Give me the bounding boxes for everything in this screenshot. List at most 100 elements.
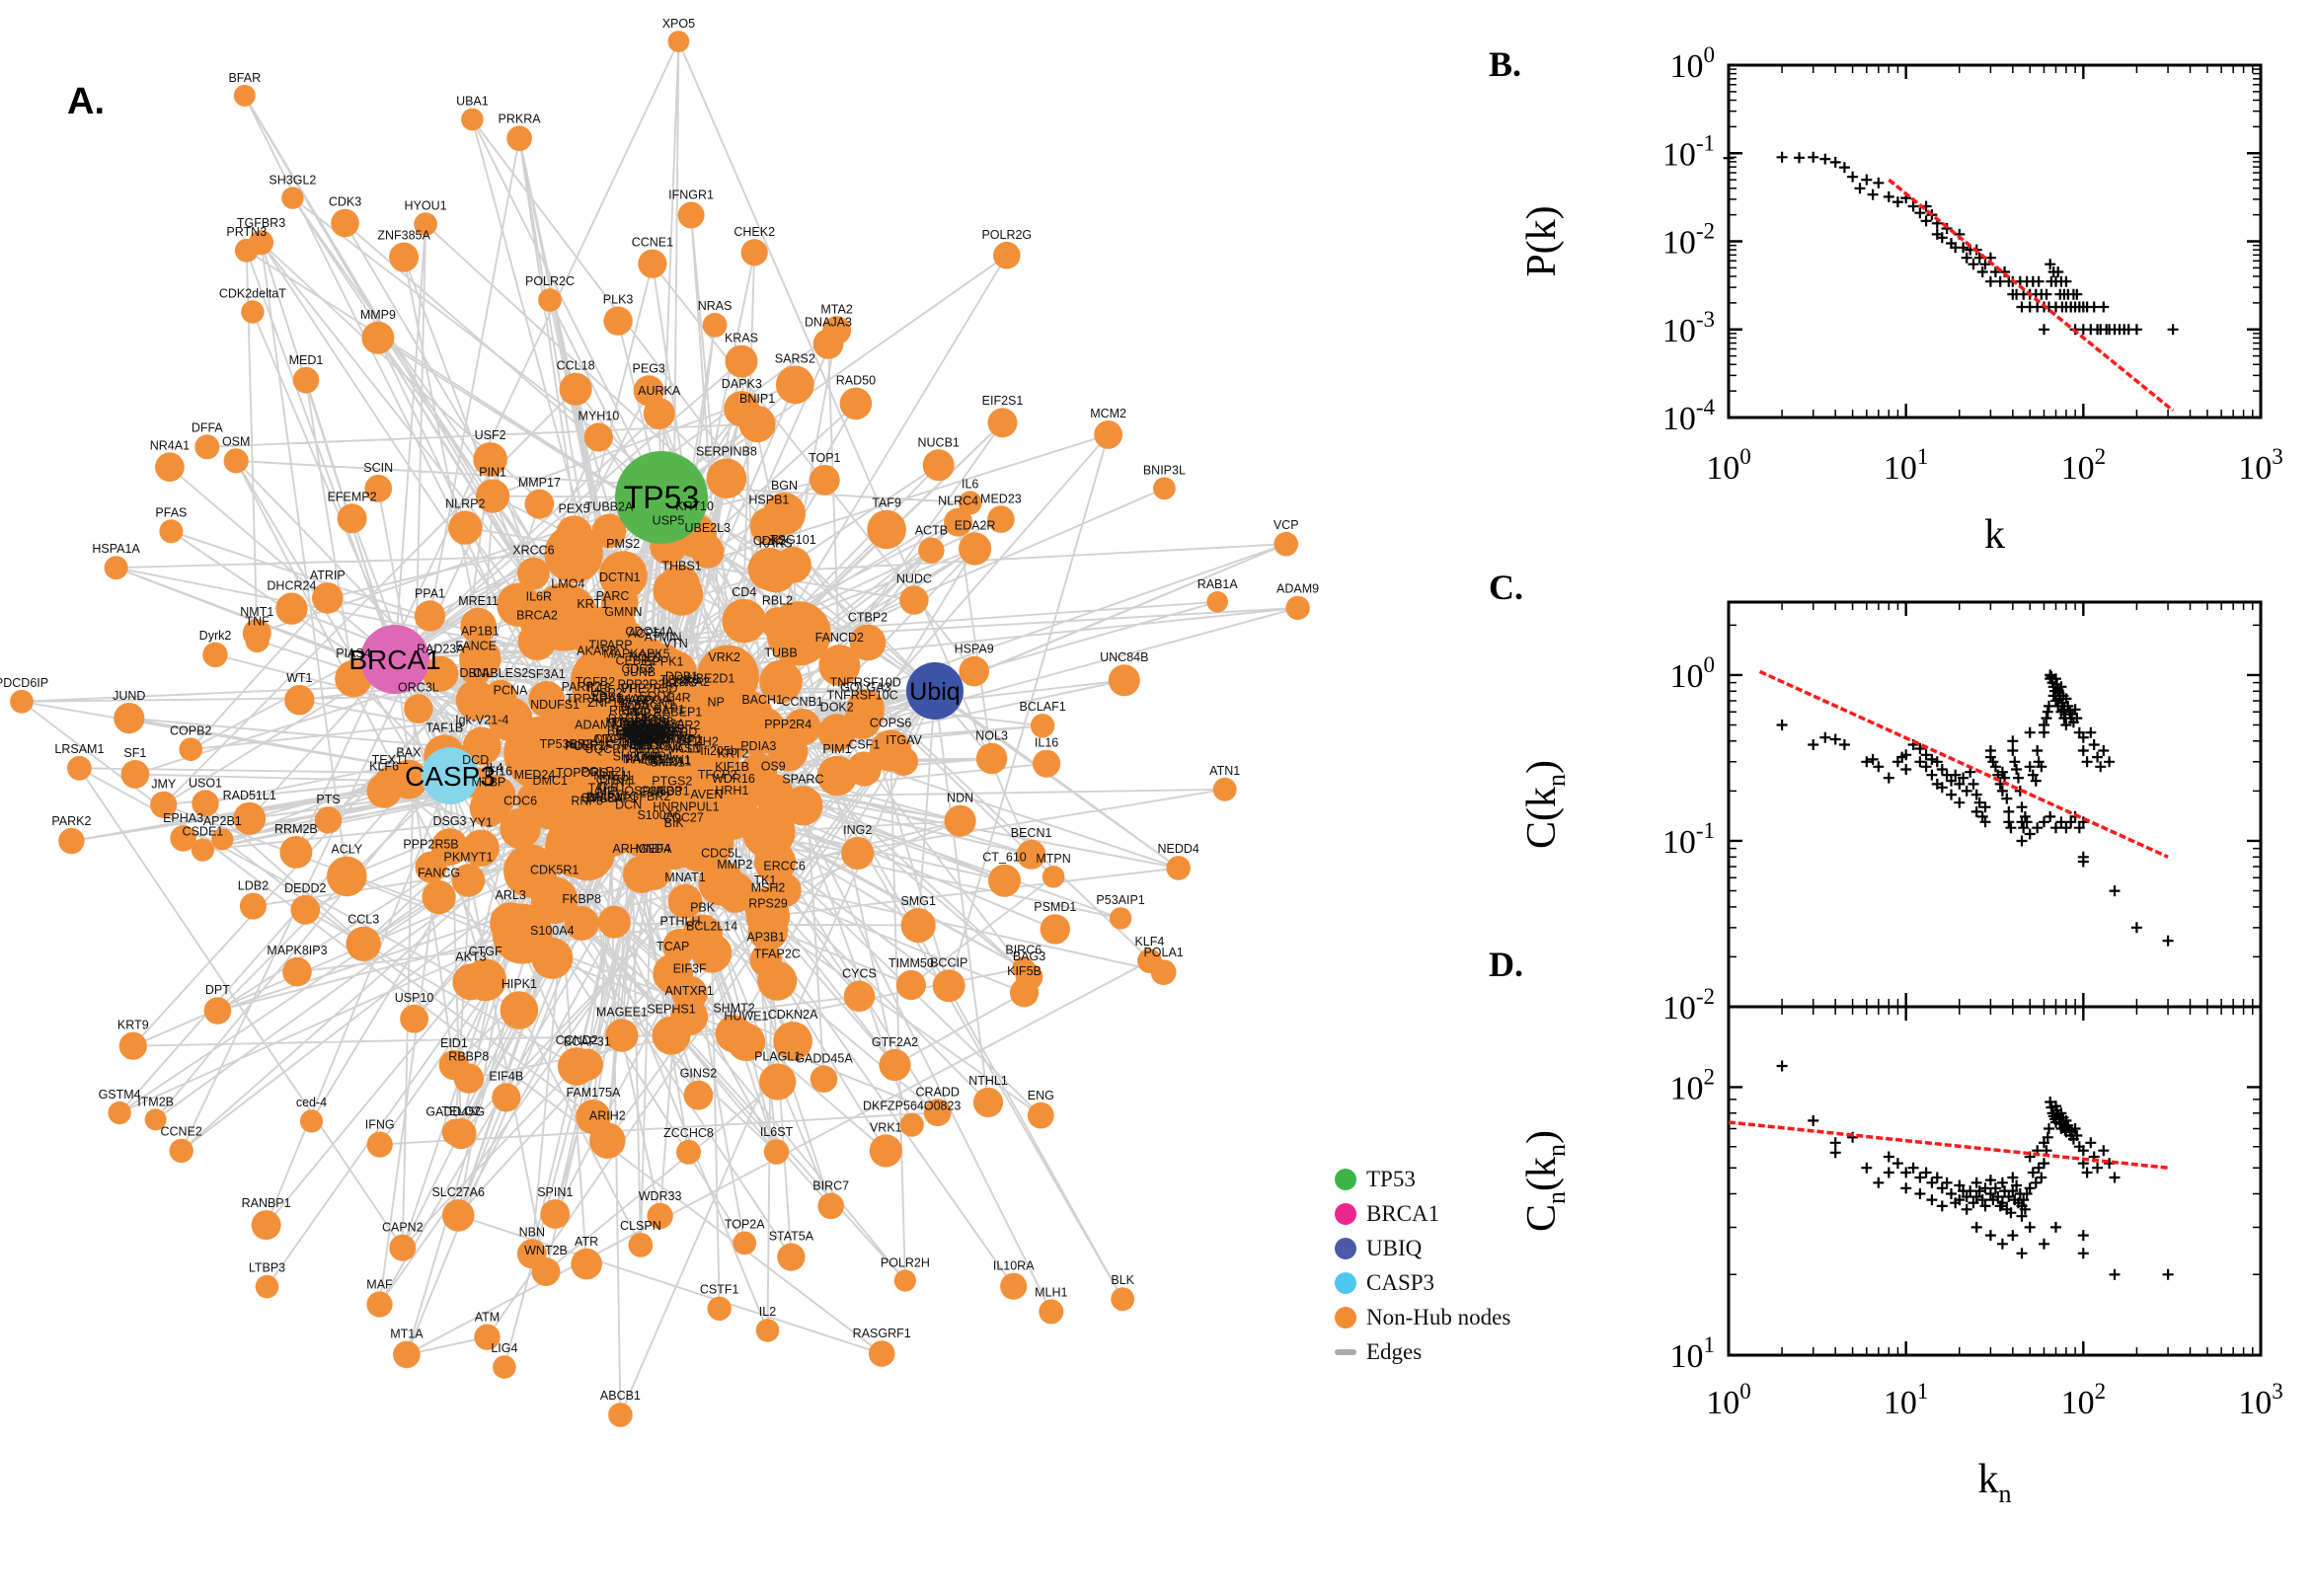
svg-text:Cn(kn): Cn(kn) bbox=[1519, 1130, 1571, 1232]
network-node bbox=[233, 801, 267, 835]
network-node bbox=[608, 1403, 633, 1427]
network-node bbox=[1016, 839, 1046, 870]
node-label: PARK2 bbox=[51, 814, 91, 828]
node-label: PRTN3 bbox=[226, 225, 267, 239]
network-node bbox=[422, 879, 456, 915]
hub-label-brca1: BRCA1 bbox=[348, 645, 440, 675]
network-node bbox=[400, 1004, 428, 1033]
network-node bbox=[423, 655, 459, 692]
node-label: MSH3 bbox=[631, 727, 665, 741]
node-label: PPP2R2B bbox=[619, 728, 674, 742]
svg-text:kn: kn bbox=[1977, 1457, 2011, 1508]
node-label: ATMIN bbox=[645, 630, 682, 644]
network-node bbox=[203, 997, 232, 1025]
node-label: MT1A bbox=[390, 1328, 424, 1341]
network-node bbox=[159, 519, 184, 544]
node-label: ITGB8 bbox=[638, 716, 673, 729]
node-label: MAF bbox=[366, 1277, 393, 1291]
network-node bbox=[922, 449, 955, 482]
network-node bbox=[1033, 749, 1061, 778]
node-label: BRE bbox=[634, 731, 659, 745]
network-node bbox=[292, 366, 320, 394]
node-label: CCNG1 bbox=[616, 727, 659, 741]
node-label: GFI1 bbox=[677, 734, 705, 748]
plot-frame bbox=[1727, 63, 2263, 419]
node-label: XRCC6 bbox=[512, 544, 554, 558]
hub-node-casp3 bbox=[422, 747, 479, 804]
node-label: PARC bbox=[596, 589, 630, 603]
network-node bbox=[603, 306, 633, 336]
network-node bbox=[528, 681, 566, 718]
network-node bbox=[706, 458, 747, 499]
node-label: MADD bbox=[618, 693, 655, 707]
node-label: POLR2F bbox=[565, 739, 613, 753]
node-label: BRCA2 bbox=[516, 608, 558, 622]
node-label: CAPN2 bbox=[382, 1221, 424, 1235]
node-label: NLRP1 bbox=[566, 738, 605, 752]
node-label: STAT5A bbox=[769, 1230, 814, 1244]
network-node bbox=[346, 926, 381, 961]
node-label: CEBPZ bbox=[615, 654, 656, 668]
node-label: LIG4 bbox=[491, 1341, 517, 1355]
node-label: TAF1B bbox=[425, 721, 463, 734]
network-node bbox=[752, 773, 794, 814]
network-node bbox=[118, 1031, 147, 1060]
network-node bbox=[361, 321, 395, 354]
node-label: ZNF24 bbox=[629, 729, 666, 743]
node-label: OSM bbox=[222, 434, 250, 448]
node-label: EID1 bbox=[440, 1036, 468, 1050]
legend-item-brca1: BRCA1 bbox=[1335, 1201, 1562, 1227]
node-label: LTBP1 bbox=[653, 785, 689, 798]
node-label: CSF1 bbox=[848, 737, 880, 751]
node-label: NP bbox=[708, 695, 725, 709]
node-label: ZNF385A bbox=[377, 229, 430, 243]
legend-label: UBIQ bbox=[1366, 1236, 1423, 1260]
node-label: PIM1 bbox=[822, 742, 851, 756]
network-node bbox=[364, 475, 393, 502]
network-node bbox=[500, 807, 541, 850]
node-label: MYST1 bbox=[636, 738, 677, 752]
network-node bbox=[452, 963, 490, 1001]
node-label: YY1 bbox=[469, 816, 493, 830]
node-label: PDIA3 bbox=[740, 739, 776, 753]
node-label: COPS6 bbox=[870, 716, 911, 729]
node-label: ING2 bbox=[843, 823, 872, 837]
node-label: NUDC bbox=[896, 571, 932, 585]
network-node bbox=[571, 1048, 603, 1081]
node-label: HRH1 bbox=[715, 784, 748, 798]
node-label: TGFB1 bbox=[627, 725, 666, 739]
network-node bbox=[312, 582, 344, 614]
node-label: CSTF1 bbox=[700, 1283, 739, 1297]
network-node bbox=[571, 1248, 602, 1280]
svg-text:10-2: 10-2 bbox=[1662, 219, 1715, 262]
node-label: BECN1 bbox=[1011, 826, 1052, 840]
network-node bbox=[759, 659, 803, 704]
panel-c-label: C. bbox=[1489, 568, 1523, 607]
node-label: DHCR24 bbox=[267, 579, 316, 593]
network-node bbox=[740, 239, 768, 266]
node-label: POLR2L bbox=[580, 765, 628, 779]
network-node bbox=[761, 607, 794, 640]
network-node bbox=[625, 663, 666, 705]
node-label: WDR16 bbox=[712, 772, 755, 786]
node-label: HYOU1 bbox=[405, 198, 447, 212]
node-label: ARHGEF4 bbox=[612, 842, 670, 856]
node-label: PPP3CA bbox=[623, 728, 672, 742]
node-label: RANBP1 bbox=[242, 1196, 291, 1210]
major-ticks bbox=[1727, 602, 2263, 1009]
network-node bbox=[628, 1233, 654, 1257]
network-node bbox=[530, 876, 579, 924]
scatter-points bbox=[1776, 669, 2174, 947]
network-node bbox=[404, 694, 433, 723]
node-label: NLRP2 bbox=[445, 496, 485, 510]
node-label: AKAP8 bbox=[577, 645, 616, 658]
node-label: BIK bbox=[664, 816, 685, 830]
network-node bbox=[818, 645, 861, 687]
svg-text:10-1: 10-1 bbox=[1662, 818, 1715, 861]
node-label: PPP2R5B bbox=[403, 838, 458, 852]
node-label: PPA1 bbox=[415, 586, 445, 600]
node-swatch-icon bbox=[1335, 1169, 1356, 1190]
node-label: DPT bbox=[205, 983, 230, 997]
node-label: SMAD4 bbox=[580, 791, 623, 804]
node-label: S100A6 bbox=[637, 808, 681, 822]
